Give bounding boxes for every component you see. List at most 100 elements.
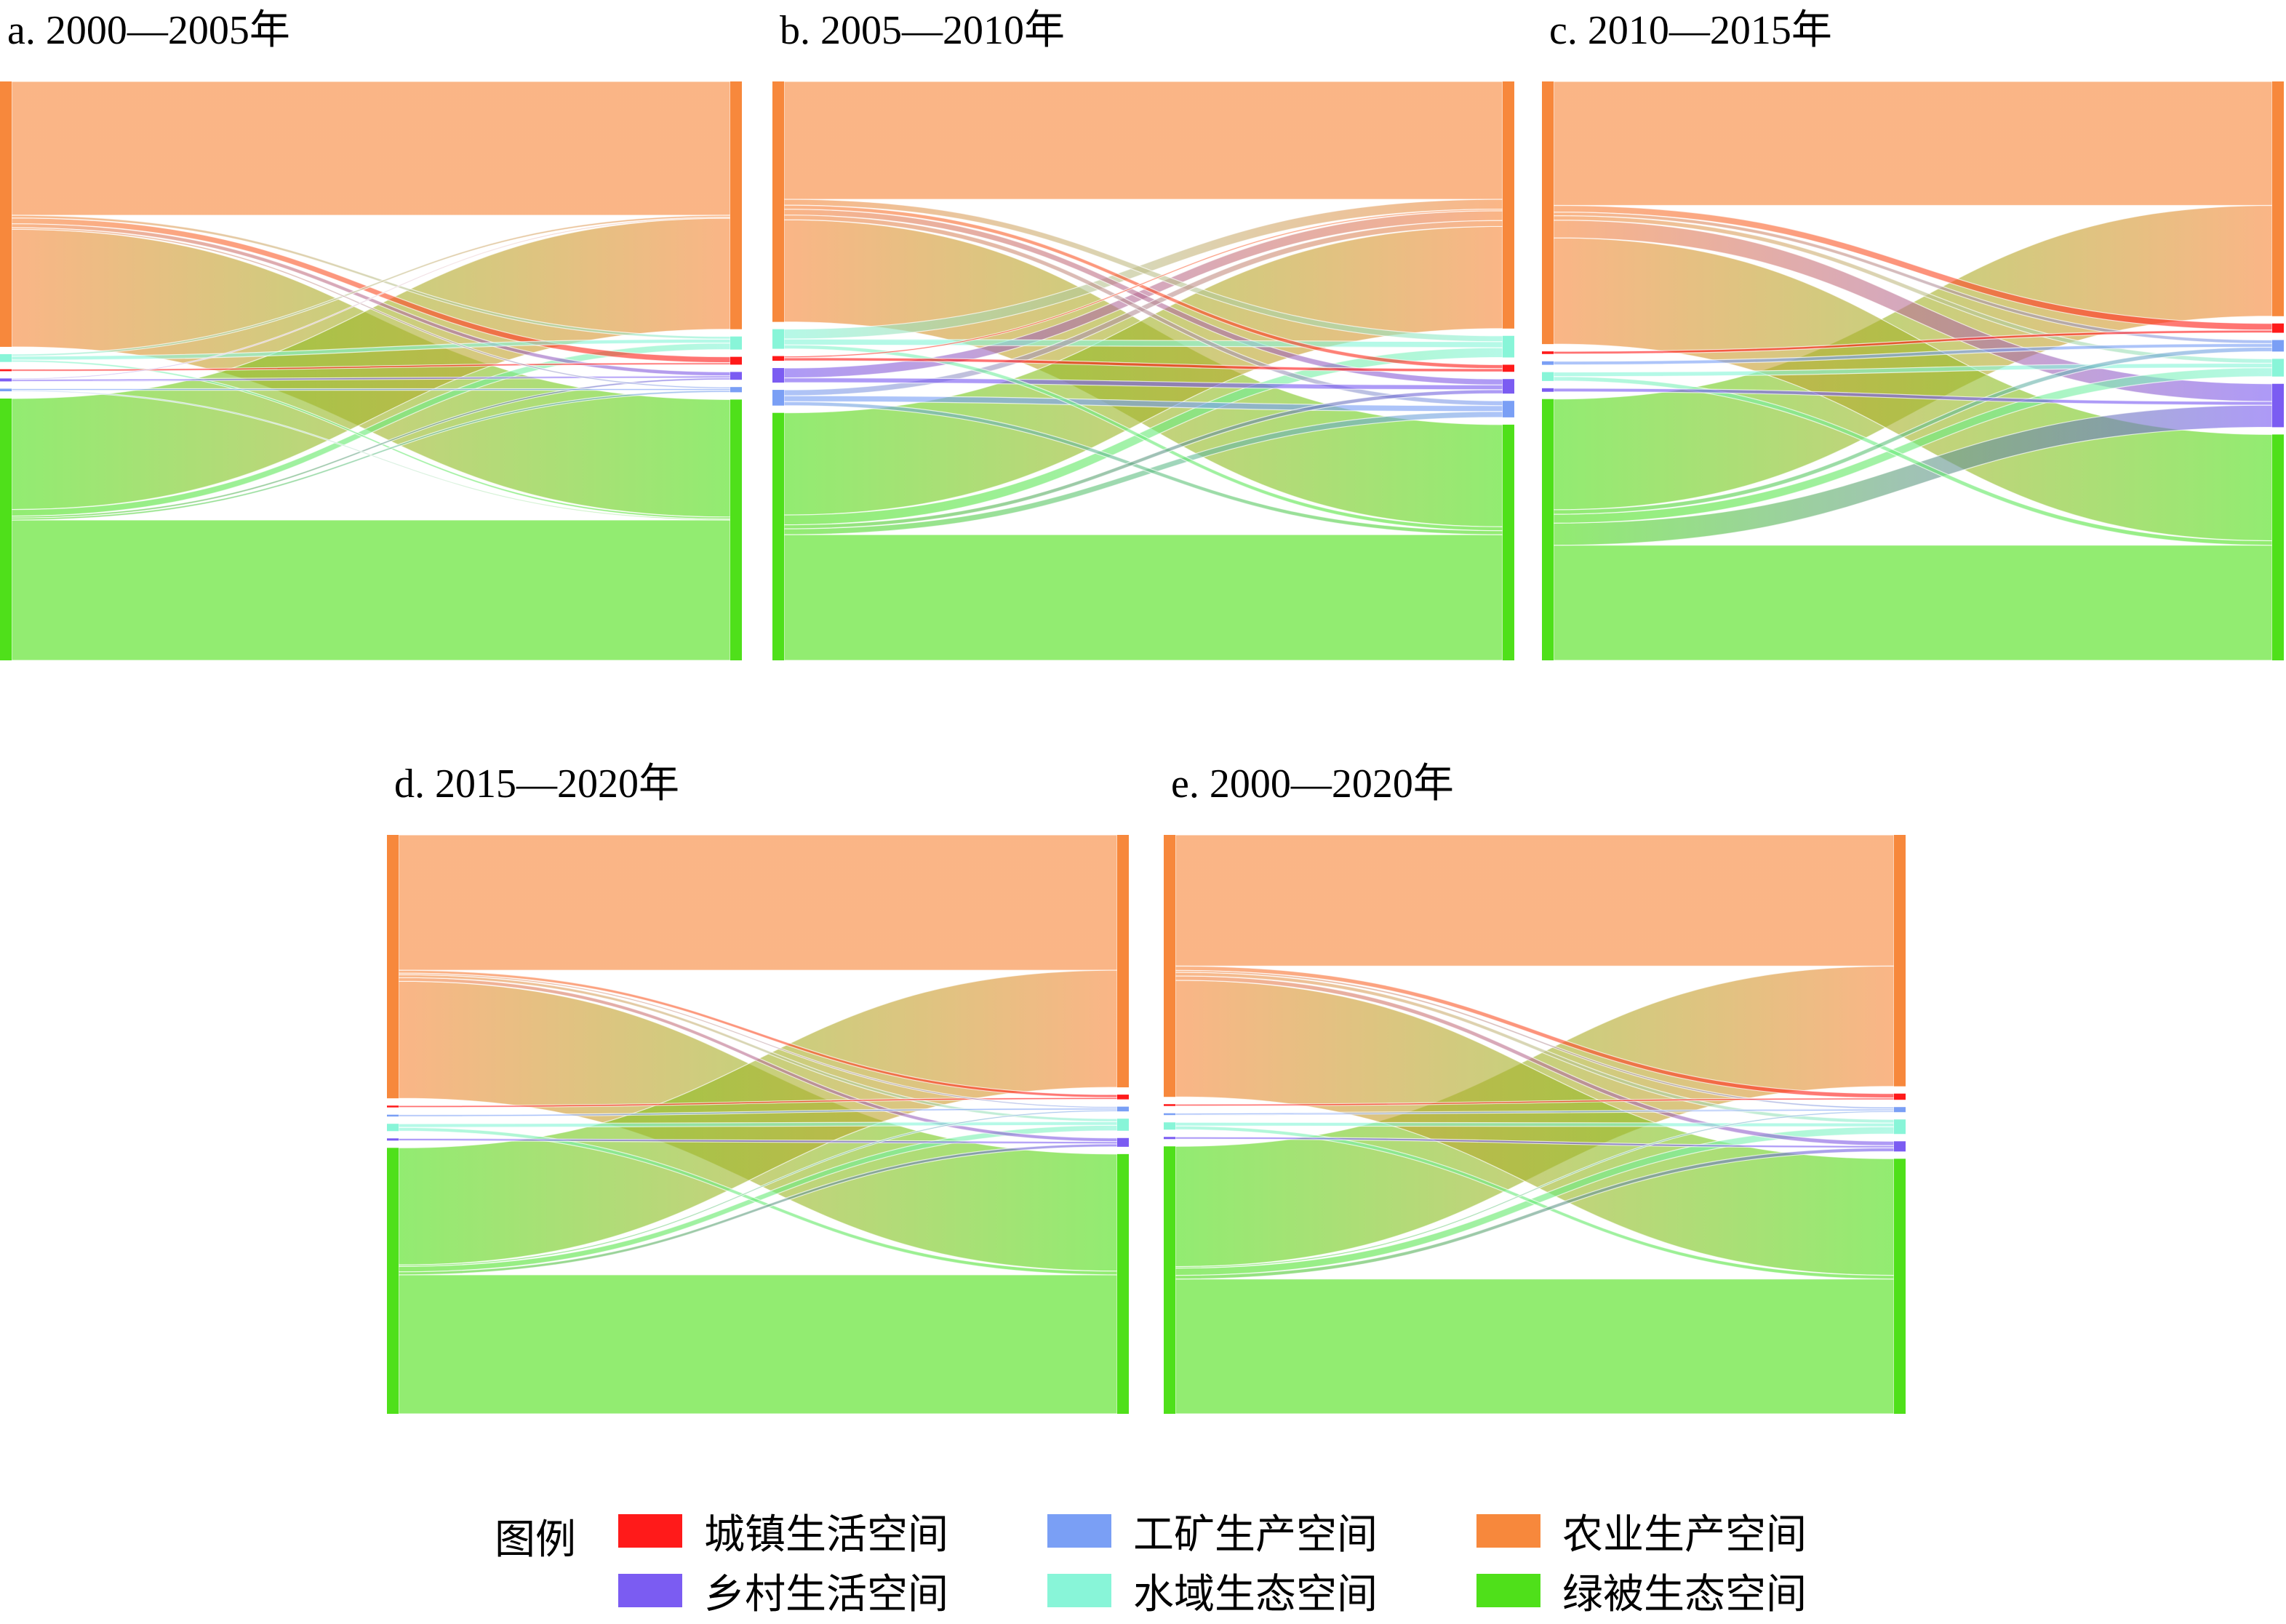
flow-link (1553, 81, 2273, 207)
panel-title: a. 2000—2005年 (7, 8, 290, 53)
legend-label: 工矿生产空间 (1133, 1511, 1378, 1559)
sankey-panel-e: e. 2000—2020年 (1164, 753, 1906, 1423)
flow-links (11, 81, 731, 661)
sankey-panel-b: b. 2005—2010年 (772, 0, 1514, 669)
node-right (2272, 383, 2284, 428)
node-left (1542, 81, 1554, 345)
sankey-chart (387, 834, 1129, 1415)
node-right (1503, 424, 1514, 660)
node-left (0, 353, 12, 362)
node-left (387, 1114, 399, 1117)
node-left (1542, 388, 1554, 392)
panel-title: c. 2010—2015年 (1549, 8, 1832, 53)
node-right (730, 356, 742, 365)
flow-link (398, 1121, 1118, 1128)
legend: 图例 城镇生活空间 工矿生产空间 农业生产空间 乡村生活空间 水域生态空间 绿被… (495, 1498, 1949, 1622)
flow-link (398, 969, 1118, 1265)
node-right (1117, 1137, 1129, 1147)
node-left (1164, 1122, 1175, 1130)
flow-link (398, 1109, 1118, 1267)
node-right (2272, 81, 2284, 316)
flow-link (398, 834, 1118, 971)
legend-title: 图例 (495, 1516, 576, 1564)
node-left (0, 81, 12, 347)
sankey-panel-d: d. 2015—2020年 (387, 753, 1129, 1423)
flow-link (398, 1143, 1118, 1276)
legend-label: 水域生态空间 (1133, 1570, 1378, 1618)
legend-item: 乡村生活空间 (618, 1565, 948, 1618)
node-left (1164, 1137, 1175, 1140)
legend-item: 工矿生产空间 (1047, 1505, 1378, 1559)
node-right (1894, 1107, 1906, 1113)
nodes (0, 81, 742, 660)
flow-links (783, 81, 1503, 661)
node-right (2272, 323, 2284, 333)
node-right (1894, 1159, 1906, 1414)
node-left (1542, 372, 1554, 381)
node-right (1117, 835, 1129, 1088)
nodes (1164, 835, 1906, 1414)
node-left (772, 390, 784, 406)
flow-link (1553, 329, 2273, 355)
sankey-chart (1542, 81, 2284, 661)
sankey-chart (0, 81, 742, 661)
flow-link (11, 343, 731, 517)
nodes (772, 81, 1514, 660)
node-right (2272, 340, 2284, 352)
flow-link (11, 81, 731, 216)
node-left (0, 399, 12, 660)
node-left (1164, 1146, 1175, 1414)
node-right (730, 399, 742, 660)
legend-swatch (1476, 1574, 1540, 1607)
flow-links (1175, 834, 1895, 1415)
node-left (387, 1138, 399, 1141)
node-left (1164, 1104, 1175, 1106)
node-left (772, 81, 784, 322)
legend-swatch (1047, 1514, 1111, 1548)
node-left (772, 412, 784, 660)
legend-item: 城镇生活空间 (618, 1505, 948, 1559)
node-left (772, 368, 784, 383)
legend-label: 乡村生活空间 (704, 1570, 948, 1618)
flow-link (783, 534, 1503, 661)
node-right (1503, 401, 1514, 417)
node-right (1503, 379, 1514, 394)
flow-link (1175, 1121, 1895, 1127)
panel-title: e. 2000—2020年 (1171, 761, 1454, 807)
legend-label: 绿被生态空间 (1562, 1570, 1807, 1618)
nodes (387, 835, 1129, 1414)
panel-title: d. 2015—2020年 (394, 761, 679, 807)
node-left (772, 356, 784, 361)
node-right (1894, 835, 1906, 1087)
legend-swatch (1047, 1574, 1111, 1607)
legend-item: 农业生产空间 (1476, 1505, 1807, 1559)
legend-label: 城镇生活空间 (704, 1511, 948, 1559)
node-left (1542, 399, 1554, 660)
flow-link (398, 1274, 1118, 1415)
flow-links (398, 834, 1118, 1415)
node-left (1542, 361, 1554, 365)
node-right (1894, 1119, 1906, 1135)
node-right (1503, 364, 1514, 372)
node-right (2272, 434, 2284, 660)
node-right (730, 336, 742, 350)
node-left (1542, 351, 1554, 354)
node-right (1117, 1106, 1129, 1112)
legend-swatch (618, 1514, 682, 1548)
node-left (387, 1124, 399, 1132)
node-right (730, 81, 742, 329)
flow-link (398, 1124, 1118, 1273)
node-right (2272, 359, 2284, 377)
node-left (387, 835, 399, 1099)
flow-link (11, 377, 731, 519)
node-right (730, 387, 742, 393)
panel-title: b. 2005—2010年 (780, 8, 1065, 53)
flow-link (1175, 1279, 1895, 1415)
flow-link (783, 338, 1503, 348)
node-right (1503, 335, 1514, 358)
node-right (1117, 1119, 1129, 1131)
legend-item: 绿被生态空间 (1476, 1565, 1807, 1618)
flow-link (1553, 545, 2273, 661)
legend-swatch (1476, 1514, 1540, 1548)
node-right (1117, 1095, 1129, 1100)
